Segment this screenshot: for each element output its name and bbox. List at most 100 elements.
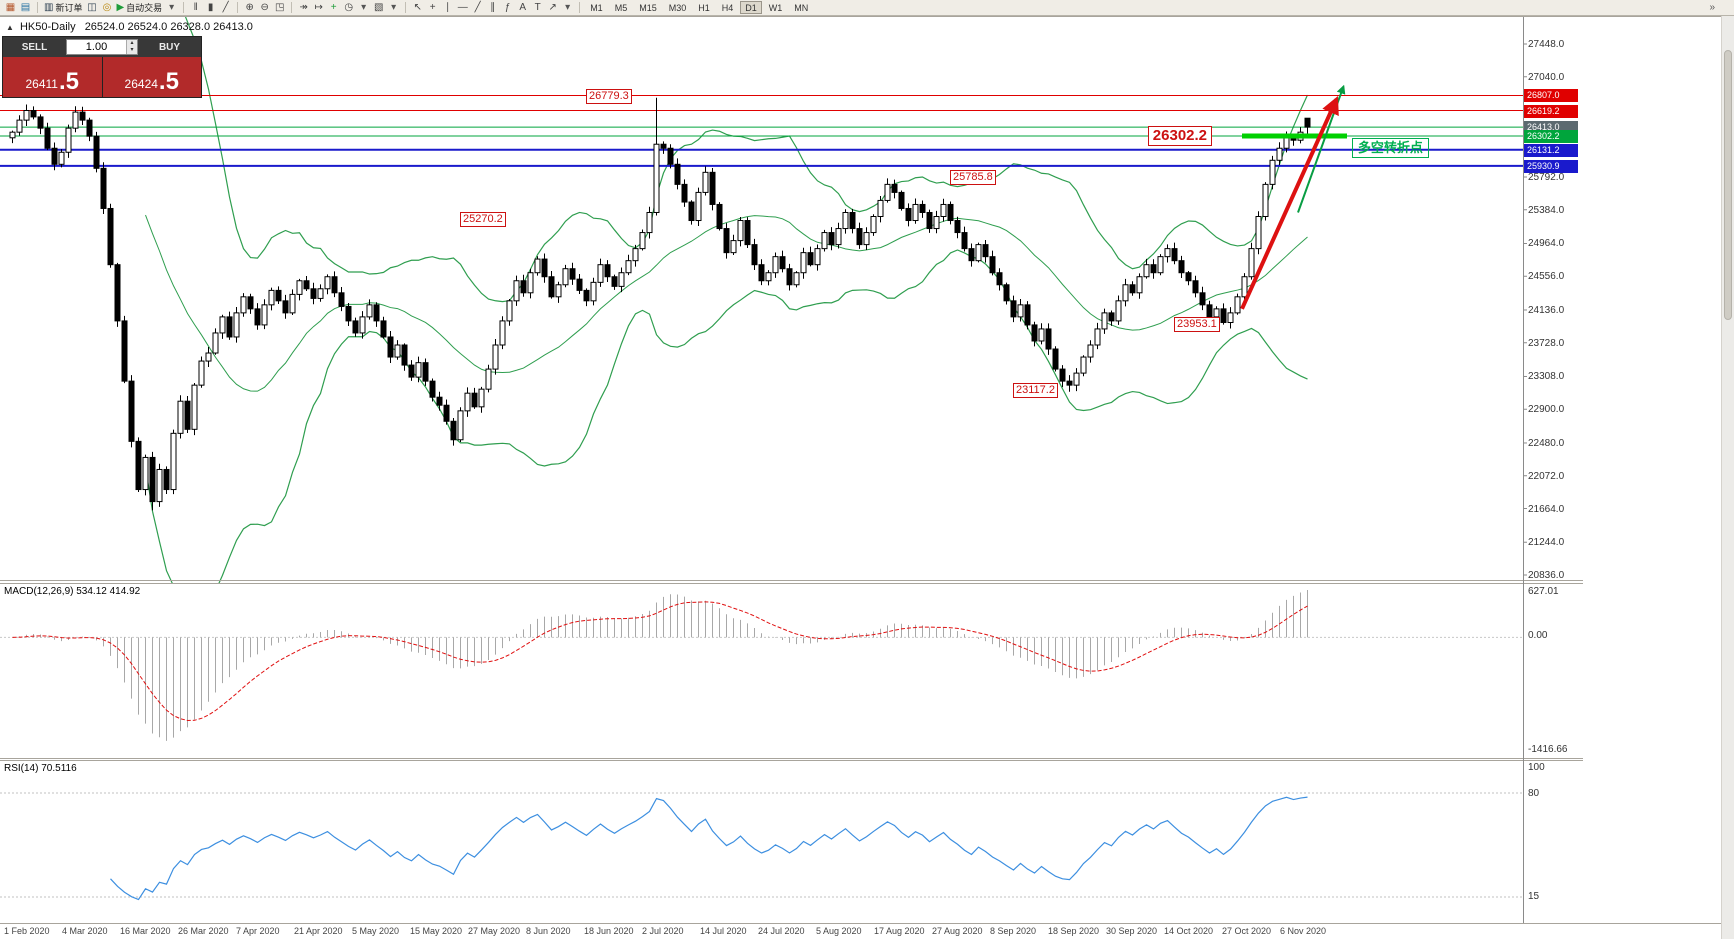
new-order-button[interactable]: ▥ 新订单 [42,1,84,15]
auto-trading-button[interactable]: ▶ 自动交易 [114,1,164,15]
date-label: 6 Nov 2020 [1280,926,1327,936]
cursor-icon[interactable]: ↖ [410,1,425,15]
date-label: 7 Apr 2020 [236,926,280,936]
timeframe-m15-button[interactable]: M15 [639,3,657,13]
one-click-collapse-icon[interactable]: ▲ [6,23,14,32]
auto-scroll-icon[interactable]: ↠ [296,1,311,15]
chart-window-button[interactable]: ◫ [84,1,99,15]
trendline-icon[interactable]: ╱ [470,1,485,15]
horizontal-line-icon[interactable]: ― [455,1,470,15]
price-annotation[interactable]: 23953.1 [1174,317,1220,333]
periods-menu-button[interactable]: ▾ [356,1,371,15]
timeframe-d1-button[interactable]: D1 [740,1,762,14]
auto-trading-menu-button[interactable]: ▾ [164,1,179,15]
zoom-in-icon[interactable]: ⊕ [242,1,257,15]
periods-button[interactable]: ◷ [341,1,356,15]
chart-shift-icon[interactable]: ↦ [311,1,326,15]
vertical-line-icon[interactable]: ∣ [440,1,455,15]
bollinger-upper-band [184,17,1309,303]
text-icon[interactable]: A [515,1,530,15]
macd-layer [0,590,1523,741]
rsi-line [110,796,1308,901]
date-label: 24 Jul 2020 [758,926,805,936]
price-scale-box: 26619.2 [1524,104,1578,118]
sell-button[interactable]: 26411.5 [3,57,102,97]
tile-windows-icon[interactable]: ◳ [272,1,287,15]
date-label: 27 Oct 2020 [1222,926,1272,936]
chart-symbol-title: HK50-Daily [19,21,76,33]
date-label: 27 May 2020 [468,926,521,936]
auto-scroll-icon: ↠ [299,1,308,13]
templates-button[interactable]: ▧ [371,1,386,15]
indicators-button[interactable]: + [326,1,341,15]
toolbar-overflow-icon[interactable]: » [1709,2,1715,13]
volume-input[interactable]: 1.00 ▴ ▾ [66,39,138,55]
price-annotation[interactable]: 26779.3 [586,89,632,105]
price-annotation[interactable]: 23117.2 [1013,382,1058,398]
price-annotation[interactable]: 25785.8 [950,170,996,186]
price-scale-box: 26807.0 [1524,89,1578,103]
chart-window-button: ◫ [87,1,97,13]
price-chart-layer [0,17,1523,583]
timeframe-h4-button[interactable]: H4 [721,3,734,13]
fibonacci-icon[interactable]: ƒ [500,1,515,15]
new-chart-button[interactable]: ▦ [3,1,18,15]
rsi-scale-80: 80 [1528,788,1540,799]
one-click-trading-panel: SELL 1.00 ▴ ▾ BUY 26411.5 26424.5 [2,36,202,98]
channel-icon: ∥ [490,1,496,13]
timeframe-w1-button[interactable]: W1 [768,3,783,13]
timeframe-m30-button[interactable]: M30 [668,3,687,13]
shapes-menu-button[interactable]: ▾ [560,1,575,15]
arrows-icon[interactable]: ↗ [545,1,560,15]
date-label: 26 Mar 2020 [178,926,229,936]
bar-chart-icon[interactable]: ‖ [188,1,203,15]
text-label-icon[interactable]: T [530,1,545,15]
cursor-icon: ↖ [413,1,422,13]
y-axis-label: 27040.0 [1528,71,1565,83]
timeframe-mn-button[interactable]: MN [794,3,809,13]
y-axis-label: 24964.0 [1528,238,1565,250]
volume-down-button[interactable]: ▾ [127,47,137,54]
y-axis-label: 20836.0 [1528,570,1565,581]
indicators-button: + [330,1,337,13]
macd-scale-max: 627.01 [1528,586,1559,597]
timeframe-m5-button[interactable]: M5 [614,3,628,13]
buy-button[interactable]: 26424.5 [102,57,201,97]
candlestick-icon[interactable]: ▮ [203,1,218,15]
toolbar-separator [237,2,239,13]
time-axis[interactable] [0,924,1523,938]
templates-menu-button: ▾ [391,1,397,13]
timeframe-m1-button[interactable]: M1 [590,3,603,13]
crosshair-icon[interactable]: + [425,1,440,15]
date-label: 30 Sep 2020 [1106,926,1158,936]
toolbar-separator [405,2,407,13]
date-label: 5 May 2020 [352,926,400,936]
line-chart-icon[interactable]: ╱ [218,1,233,15]
new-order-button-label: 新订单 [55,3,83,13]
chart-ohlc-values: 26524.0 26524.0 26328.0 26413.0 [84,21,253,33]
sell-price-main: 26411 [25,77,58,91]
zoom-out-icon[interactable]: ⊖ [257,1,272,15]
new-order-icon: ▥ [44,1,54,13]
volume-up-button[interactable]: ▴ [127,40,137,47]
macd-scale-zero: 0.00 [1528,630,1548,641]
turning-point-note[interactable]: 多空转折点 [1351,138,1429,159]
date-label: 8 Sep 2020 [990,926,1037,936]
deposit-icon[interactable]: ◎ [99,1,114,15]
y-axis-label: 23728.0 [1528,337,1565,349]
channel-icon[interactable]: ∥ [485,1,500,15]
templates-menu-button[interactable]: ▾ [386,1,401,15]
timeframe-h1-button[interactable]: H1 [698,3,710,13]
vertical-scrollbar[interactable] [1721,16,1734,939]
profiles-button[interactable]: ▤ [18,1,33,15]
sell-price-big: .5 [58,68,79,95]
date-label: 21 Apr 2020 [294,926,343,936]
date-label: 14 Jul 2020 [700,926,747,936]
key-level-annotation[interactable]: 26302.2 [1147,126,1213,147]
scrollbar-thumb[interactable] [1724,50,1732,320]
trendline-icon: ╱ [474,1,481,13]
red-trend-arrow[interactable] [1240,95,1339,310]
price-annotation[interactable]: 25270.2 [460,211,506,227]
volume-value[interactable]: 1.00 [85,41,108,53]
